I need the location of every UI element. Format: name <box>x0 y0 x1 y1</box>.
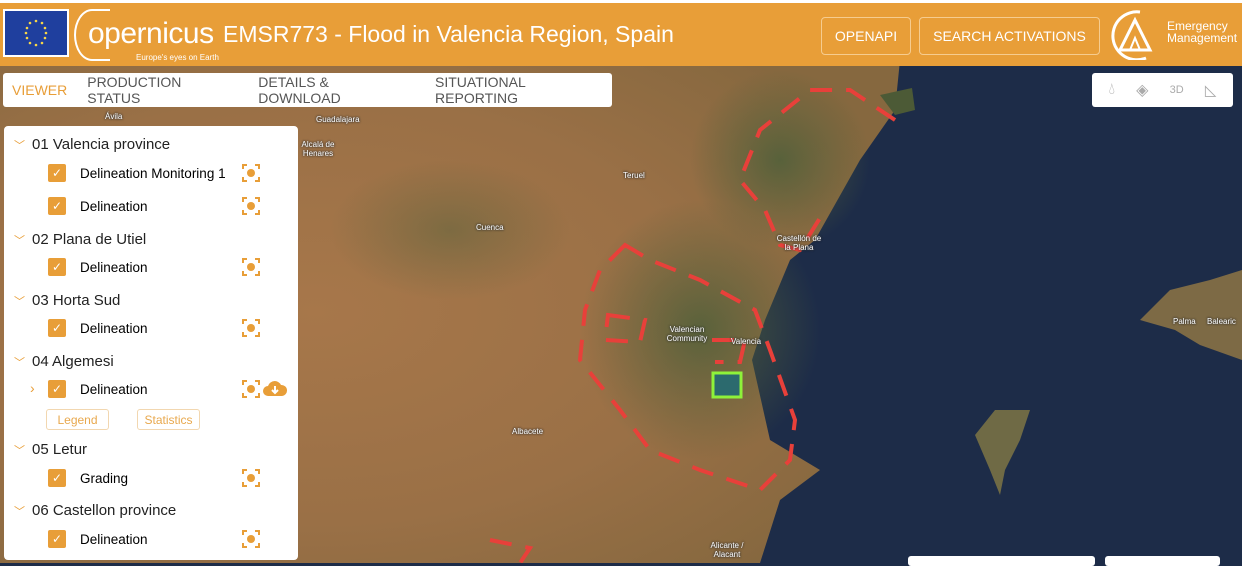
zoom-to-layer-icon[interactable] <box>241 257 261 277</box>
map-label-valencia: Valencia <box>731 337 762 346</box>
group-letur[interactable]: ﹀ 05 Letur <box>14 441 88 458</box>
layer-checkbox[interactable]: ✓ <box>48 530 66 548</box>
emergency-management-logo <box>1111 10 1153 60</box>
map-label-guadalajara: Guadalajara <box>316 115 360 124</box>
map-label-avila: Ávila <box>105 112 123 121</box>
layer-label: Delineation Monitoring 1 <box>80 166 226 181</box>
map-label-teruel: Teruel <box>623 171 645 180</box>
map-label-palma: Palma <box>1173 317 1196 326</box>
chevron-down-icon: ﹀ <box>14 356 25 369</box>
map-label-alcala: Alcalá de Henares <box>301 140 335 158</box>
layers-icon[interactable]: ◈ <box>1136 82 1149 99</box>
group-plana-de-utiel[interactable]: ﹀ 02 Plana de Utiel <box>14 231 147 248</box>
eu-flag-logo <box>3 9 69 57</box>
layer-checkbox[interactable]: ✓ <box>48 469 66 487</box>
layer-label: Delineation <box>80 321 148 336</box>
legend-button[interactable]: Legend <box>46 409 109 430</box>
expand-chevron-icon[interactable]: › <box>30 380 35 396</box>
map-toolbar: 💧︎ ◈ 3D ◺ <box>1092 73 1233 107</box>
layer-checkbox[interactable]: ✓ <box>48 197 66 215</box>
water-drop-icon[interactable]: 💧︎ <box>1108 81 1115 98</box>
tab-viewer[interactable]: VIEWER <box>12 82 68 98</box>
app-header: opernicus Europe's eyes on Earth EMSR773… <box>0 0 1242 66</box>
group-castellon-province[interactable]: ﹀ 06 Castellon province <box>14 502 177 519</box>
layer-label: Grading <box>80 471 129 486</box>
tab-details-download[interactable]: DETAILS & DOWNLOAD <box>258 74 341 106</box>
layer-checkbox[interactable]: ✓ <box>48 319 66 337</box>
cloud-download-icon[interactable] <box>262 379 288 399</box>
chevron-down-icon: ﹀ <box>14 139 25 152</box>
layer-label: Delineation <box>80 260 148 275</box>
zoom-to-layer-icon[interactable] <box>241 529 261 549</box>
chevron-down-icon: ﹀ <box>14 444 25 457</box>
layer-label: Delineation <box>80 199 148 214</box>
map-label-castellon: Castellón de la Plana <box>776 234 822 252</box>
layer-checkbox[interactable]: ✓ <box>48 380 66 398</box>
aoi-highlight-algemesi[interactable] <box>711 371 743 399</box>
3d-icon[interactable]: 3D <box>1169 84 1184 96</box>
main-tabs: VIEWER PRODUCTION STATUS DETAILS & DOWNL… <box>3 73 612 107</box>
page-title: EMSR773 - Flood in Valencia Region, Spai… <box>223 21 674 47</box>
zoom-to-layer-icon[interactable] <box>241 468 261 488</box>
map-bottom-control[interactable] <box>908 556 1095 566</box>
group-horta-sud[interactable]: ﹀ 03 Horta Sud <box>14 292 121 309</box>
layers-panel: ﹀ 01 Valencia province ✓ Delineation Moni… <box>4 126 298 560</box>
layer-checkbox[interactable]: ✓ <box>48 258 66 276</box>
chevron-down-icon: ﹀ <box>14 234 25 247</box>
aoi-boundaries <box>489 88 897 563</box>
map-label-balearic: Balearic <box>1207 317 1236 326</box>
emergency-management-text: Emergency Management <box>1167 19 1238 45</box>
zoom-to-layer-icon[interactable] <box>241 163 261 183</box>
search-activations-button[interactable]: SEARCH ACTIVATIONS <box>919 17 1100 55</box>
zoom-to-layer-icon[interactable] <box>241 318 261 338</box>
zoom-to-layer-icon[interactable] <box>241 379 261 399</box>
chevron-down-icon: ﹀ <box>14 505 25 518</box>
layer-checkbox[interactable]: ✓ <box>48 164 66 182</box>
statistics-button[interactable]: Statistics <box>137 409 200 430</box>
map-label-community: Valencian Community <box>666 325 708 343</box>
map-bottom-control[interactable] <box>1105 556 1220 566</box>
tab-production-status[interactable]: PRODUCTION STATUS <box>87 74 182 106</box>
group-valencia-province[interactable]: ﹀ 01 Valencia province <box>14 136 171 153</box>
measure-icon[interactable]: ◺ <box>1204 82 1217 99</box>
layer-label: Delineation <box>80 382 148 397</box>
chevron-down-icon: ﹀ <box>14 295 25 308</box>
map-label-cuenca: Cuenca <box>476 223 504 232</box>
group-algemesi[interactable]: ﹀ 04 Algemesi <box>14 353 114 370</box>
map-label-albacete: Albacete <box>512 427 544 436</box>
openapi-button[interactable]: OPENAPI <box>821 17 911 55</box>
layer-label: Delineation <box>80 532 148 547</box>
zoom-to-layer-icon[interactable] <box>241 196 261 216</box>
tab-situational-reporting[interactable]: SITUATIONAL REPORTING <box>435 74 526 106</box>
map-label-alicante: Alicante / Alacant <box>710 541 744 559</box>
